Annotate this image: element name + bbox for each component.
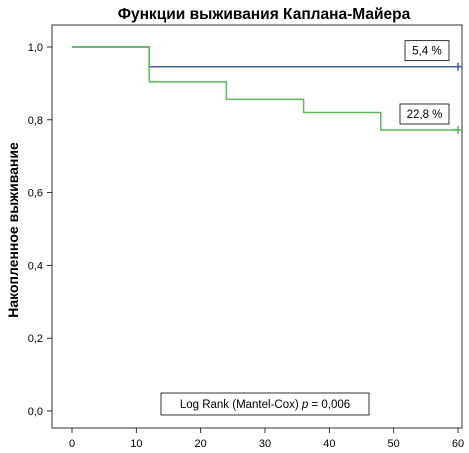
series-2-value-label: 22,8 % [407,109,443,121]
x-tick-label: 40 [323,438,335,450]
x-tick-label: 10 [130,438,142,450]
y-tick-label: 0,4 [28,260,43,272]
series-labels: 5,4 % 22,8 % [399,40,450,125]
log-rank-annotation: Log Rank (Mantel-Cox) p = 0,006 [180,399,350,411]
y-tick-label: 0,2 [28,333,43,345]
series-2-line [72,46,458,131]
plot-frame [51,24,463,429]
x-tick-label: 50 [388,438,400,450]
x-tick-label: 0 [69,438,75,450]
x-tick-label: 30 [259,438,271,450]
log-rank-p-symbol: p [301,399,309,411]
log-rank-box [160,392,370,416]
x-tick-label: 20 [195,438,207,450]
y-tick-label: 1,0 [28,42,43,54]
series-layer [72,46,462,134]
series-2-value-box [399,103,450,125]
log-rank-prefix: Log Rank (Mantel-Cox) [180,399,302,411]
series-1-line [72,46,458,68]
axes: 0,0 0,2 0,4 0,6 0,8 1,0 0 10 20 30 40 50 60 [28,24,464,450]
y-tick-label: 0,6 [28,188,43,200]
y-axis-label: Накопленное выживание [5,142,21,318]
log-rank-suffix: = 0,006 [308,399,350,411]
series-1-value-box [404,40,450,62]
x-tick-label: 60 [452,438,464,450]
chart-title: Функции выживания Каплана-Майера [118,6,411,23]
y-tick-label: 0,0 [28,406,43,418]
series-1-value-label: 5,4 % [412,46,441,58]
y-tick-label: 0,8 [28,115,43,127]
